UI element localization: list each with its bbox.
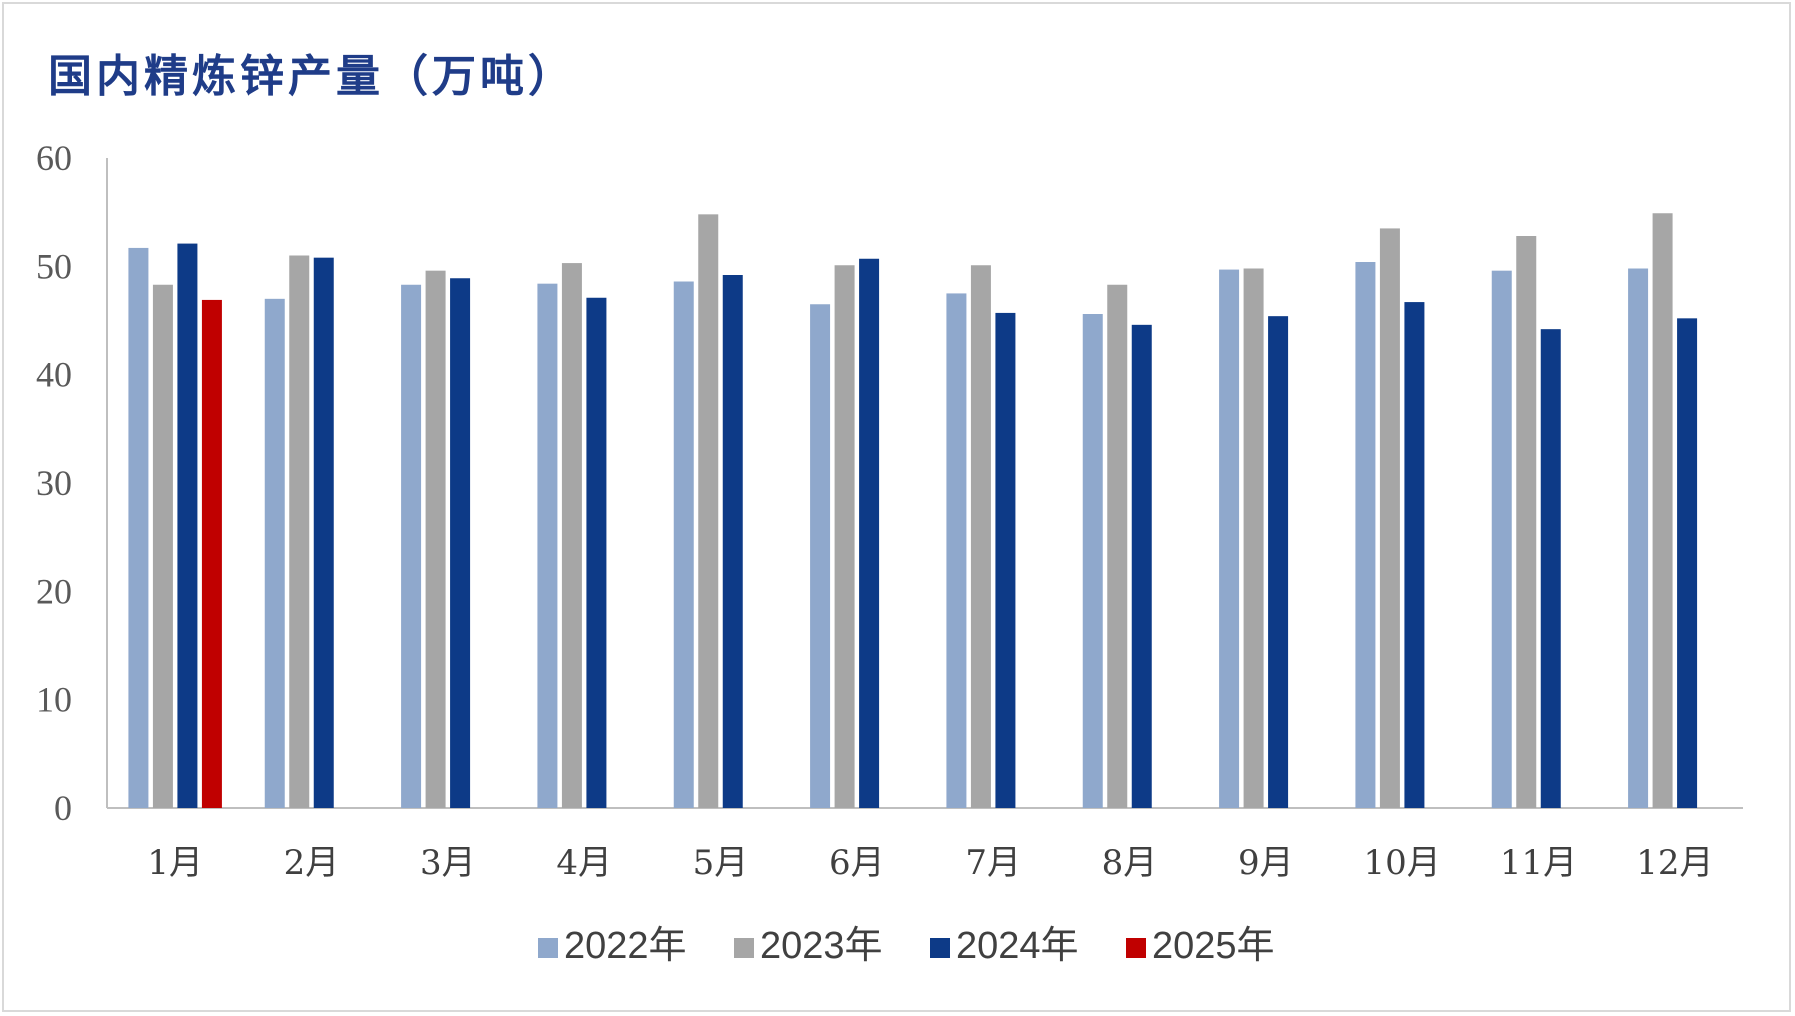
- bar: [1268, 316, 1289, 808]
- bar: [1243, 268, 1264, 808]
- x-tick-label: 4月: [556, 843, 612, 883]
- x-tick-label: 11月: [1500, 843, 1577, 883]
- bar: [1540, 329, 1561, 808]
- bar: [722, 275, 743, 808]
- bar: [1404, 302, 1425, 808]
- bar: [128, 247, 149, 808]
- x-tick-label: 2月: [284, 843, 340, 883]
- x-tick-label: 5月: [693, 843, 749, 883]
- x-tick-label: 7月: [965, 843, 1021, 883]
- bar: [425, 270, 446, 809]
- bar: [673, 281, 694, 808]
- legend-label: 2024年: [956, 925, 1079, 967]
- bar: [810, 304, 831, 808]
- x-tick-label: 3月: [420, 843, 476, 883]
- legend-label: 2025年: [1152, 925, 1275, 967]
- x-tick-label: 8月: [1102, 843, 1158, 883]
- bar: [401, 284, 422, 808]
- bar: [1082, 314, 1103, 808]
- y-tick-label: 20: [36, 571, 72, 611]
- y-tick-label: 10: [36, 680, 72, 720]
- bar: [201, 299, 222, 808]
- y-tick-label: 30: [36, 463, 72, 503]
- x-tick-label: 12月: [1636, 843, 1713, 883]
- bar: [834, 265, 855, 808]
- bar: [537, 283, 558, 809]
- legend-label: 2023年: [760, 925, 883, 967]
- bar: [152, 284, 173, 808]
- bar: [1131, 324, 1152, 808]
- legend-swatch: [538, 938, 558, 958]
- bar: [586, 297, 607, 808]
- bar: [1677, 318, 1698, 808]
- bar: [1107, 284, 1128, 808]
- bar: [698, 214, 719, 809]
- bar: [289, 255, 310, 808]
- bar: [264, 298, 285, 808]
- x-tick-label: 10月: [1364, 843, 1441, 883]
- bar: [450, 278, 471, 808]
- legend-swatch: [734, 938, 754, 958]
- x-tick-label: 9月: [1238, 843, 1294, 883]
- bar: [1491, 270, 1512, 809]
- y-tick-label: 60: [36, 138, 72, 178]
- bar: [1628, 268, 1649, 808]
- bar: [1355, 262, 1376, 808]
- x-tick-label: 1月: [147, 843, 203, 883]
- bar: [859, 258, 880, 808]
- bar: [946, 293, 967, 809]
- bar: [995, 312, 1016, 808]
- bar: [970, 265, 991, 808]
- bar: [177, 243, 198, 809]
- legend-label: 2022年: [564, 925, 687, 967]
- x-tick-label: 6月: [829, 843, 885, 883]
- y-tick-label: 50: [36, 246, 72, 286]
- bar: [1516, 236, 1537, 808]
- legend-swatch: [1126, 938, 1146, 958]
- y-tick-label: 40: [36, 355, 72, 395]
- legend-swatch: [930, 938, 950, 958]
- bar: [1379, 228, 1400, 808]
- y-tick-label: 0: [54, 788, 72, 828]
- chart-title: 国内精炼锌产量（万吨）: [48, 51, 576, 102]
- bar: [561, 263, 582, 808]
- bar: [1219, 269, 1240, 808]
- bar: [1652, 213, 1673, 808]
- bar: [313, 257, 334, 809]
